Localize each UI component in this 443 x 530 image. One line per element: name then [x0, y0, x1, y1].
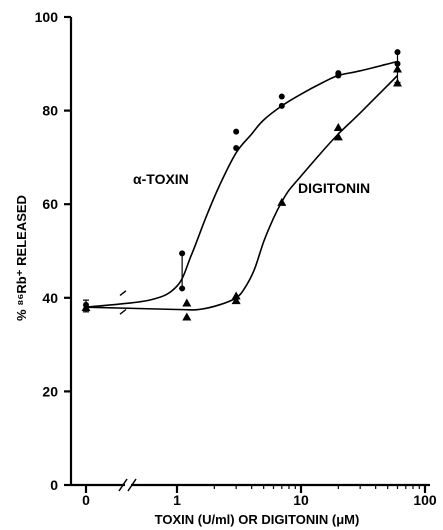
y-axis-label: % ⁸⁶Rb⁺ RELEASED — [14, 195, 29, 321]
x-axis-break-mark — [127, 478, 137, 492]
y-tick-label: 80 — [42, 103, 58, 119]
data-point-digitonin — [81, 303, 91, 312]
data-point-digitonin — [182, 312, 192, 321]
data-point-alpha-toxin — [278, 102, 285, 109]
data-point-alpha-toxin — [233, 145, 240, 152]
curve-break-mark — [119, 290, 127, 297]
axes: 0 20 40 60 80 100 0 1 10 100 — [35, 9, 437, 508]
y-tick-label: 20 — [42, 383, 58, 399]
x-axis-label: TOXIN (U/ml) OR DIGITONIN (μM) — [155, 512, 360, 527]
data-point-digitonin — [333, 132, 343, 141]
x-tick-label: 1 — [173, 492, 181, 508]
data-point-alpha-toxin — [394, 49, 401, 56]
y-tick-label: 40 — [42, 290, 58, 306]
data-point-digitonin — [231, 291, 241, 300]
x-tick-label: 100 — [413, 492, 437, 508]
data-point-alpha-toxin — [179, 285, 186, 292]
fit-curve-digitonin — [85, 74, 399, 311]
data-points — [81, 49, 402, 321]
y-tick-label: 100 — [35, 9, 59, 25]
x-tick-label: 0 — [82, 492, 90, 508]
data-point-digitonin — [182, 298, 192, 307]
data-point-alpha-toxin — [394, 60, 401, 67]
series-label-alpha-toxin: α-TOXIN — [133, 171, 189, 187]
data-point-digitonin — [333, 122, 343, 131]
x-axis-break-mark — [118, 478, 128, 492]
data-point-digitonin — [392, 78, 402, 87]
fit-curves — [85, 60, 399, 311]
data-point-alpha-toxin — [233, 128, 240, 135]
x-tick-label: 10 — [293, 492, 309, 508]
curve-break-mark — [119, 308, 127, 315]
y-tick-label: 0 — [50, 477, 58, 493]
data-point-digitonin — [231, 296, 241, 305]
fit-curve-alpha-toxin — [85, 60, 398, 308]
y-tick-label: 60 — [42, 196, 58, 212]
data-point-digitonin — [277, 197, 287, 206]
data-point-digitonin — [392, 64, 402, 73]
data-point-alpha-toxin — [335, 70, 342, 77]
data-point-alpha-toxin — [179, 250, 186, 257]
series-label-digitonin: DIGITONIN — [298, 180, 370, 196]
data-point-alpha-toxin — [278, 93, 285, 100]
